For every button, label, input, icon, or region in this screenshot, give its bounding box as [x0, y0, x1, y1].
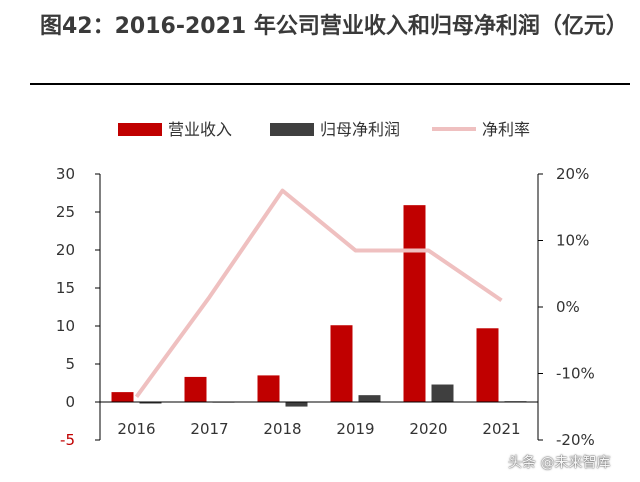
y2-tick-label: 20%: [556, 165, 589, 183]
legend-swatch-revenue: [118, 123, 162, 136]
y-tick-label: 10: [56, 317, 75, 335]
y-tick-label: 30: [56, 165, 75, 183]
title-divider: [30, 83, 630, 85]
legend-label: 净利率: [482, 120, 530, 139]
revenue-bar-2016: [111, 392, 134, 402]
x-tick-label: 2016: [117, 420, 155, 438]
profit-bar-2020: [431, 384, 454, 402]
revenue-bar-2020: [403, 205, 426, 402]
margin-line-path: [134, 188, 503, 398]
y2-tick-label: -10%: [556, 365, 595, 383]
x-tick-label: 2021: [482, 420, 520, 438]
profit-bar-2016: [139, 402, 162, 404]
y-tick-label: 20: [56, 241, 75, 259]
x-axis: 2016 2017 2018 2019 2020 2021: [100, 401, 538, 438]
x-tick-label: 2019: [336, 420, 374, 438]
x-tick-label: 2018: [263, 420, 301, 438]
chart-title: 图42：2016-2021 年公司营业收入和归母净利润（亿元）: [40, 14, 628, 39]
y-tick-label: 5: [65, 355, 75, 373]
y2-tick-label: 10%: [556, 232, 589, 250]
y-tick-label: 15: [56, 279, 75, 297]
y2-tick-label: 0%: [556, 298, 580, 316]
revenue-bar-2021: [476, 328, 499, 402]
y2-tick-label: -20%: [556, 431, 595, 449]
legend-swatch-profit: [270, 123, 314, 136]
legend-label: 营业收入: [168, 120, 232, 139]
revenue-bar-2019: [330, 325, 353, 402]
revenue-bar-2018: [257, 375, 280, 402]
x-tick-label: 2017: [190, 420, 228, 438]
legend: 营业收入 归母净利润 净利率: [118, 120, 530, 139]
x-tick-label: 2020: [409, 420, 447, 438]
revenue-bar-2017: [184, 376, 207, 402]
legend-label: 归母净利润: [320, 120, 400, 139]
bars: [111, 205, 527, 407]
y-axis-left: 30 25 20 15 10 5 0 -5: [56, 165, 101, 449]
watermark: 头条 @未来智库: [508, 455, 611, 471]
margin-line: [134, 188, 503, 398]
y-axis-right: 20% 10% 0% -10% -20%: [537, 165, 595, 449]
y-tick-label: 25: [56, 203, 75, 221]
profit-bar-2018: [285, 402, 308, 407]
profit-bar-2019: [358, 395, 381, 402]
y-tick-label: 0: [65, 393, 75, 411]
y-tick-label: -5: [60, 431, 75, 449]
